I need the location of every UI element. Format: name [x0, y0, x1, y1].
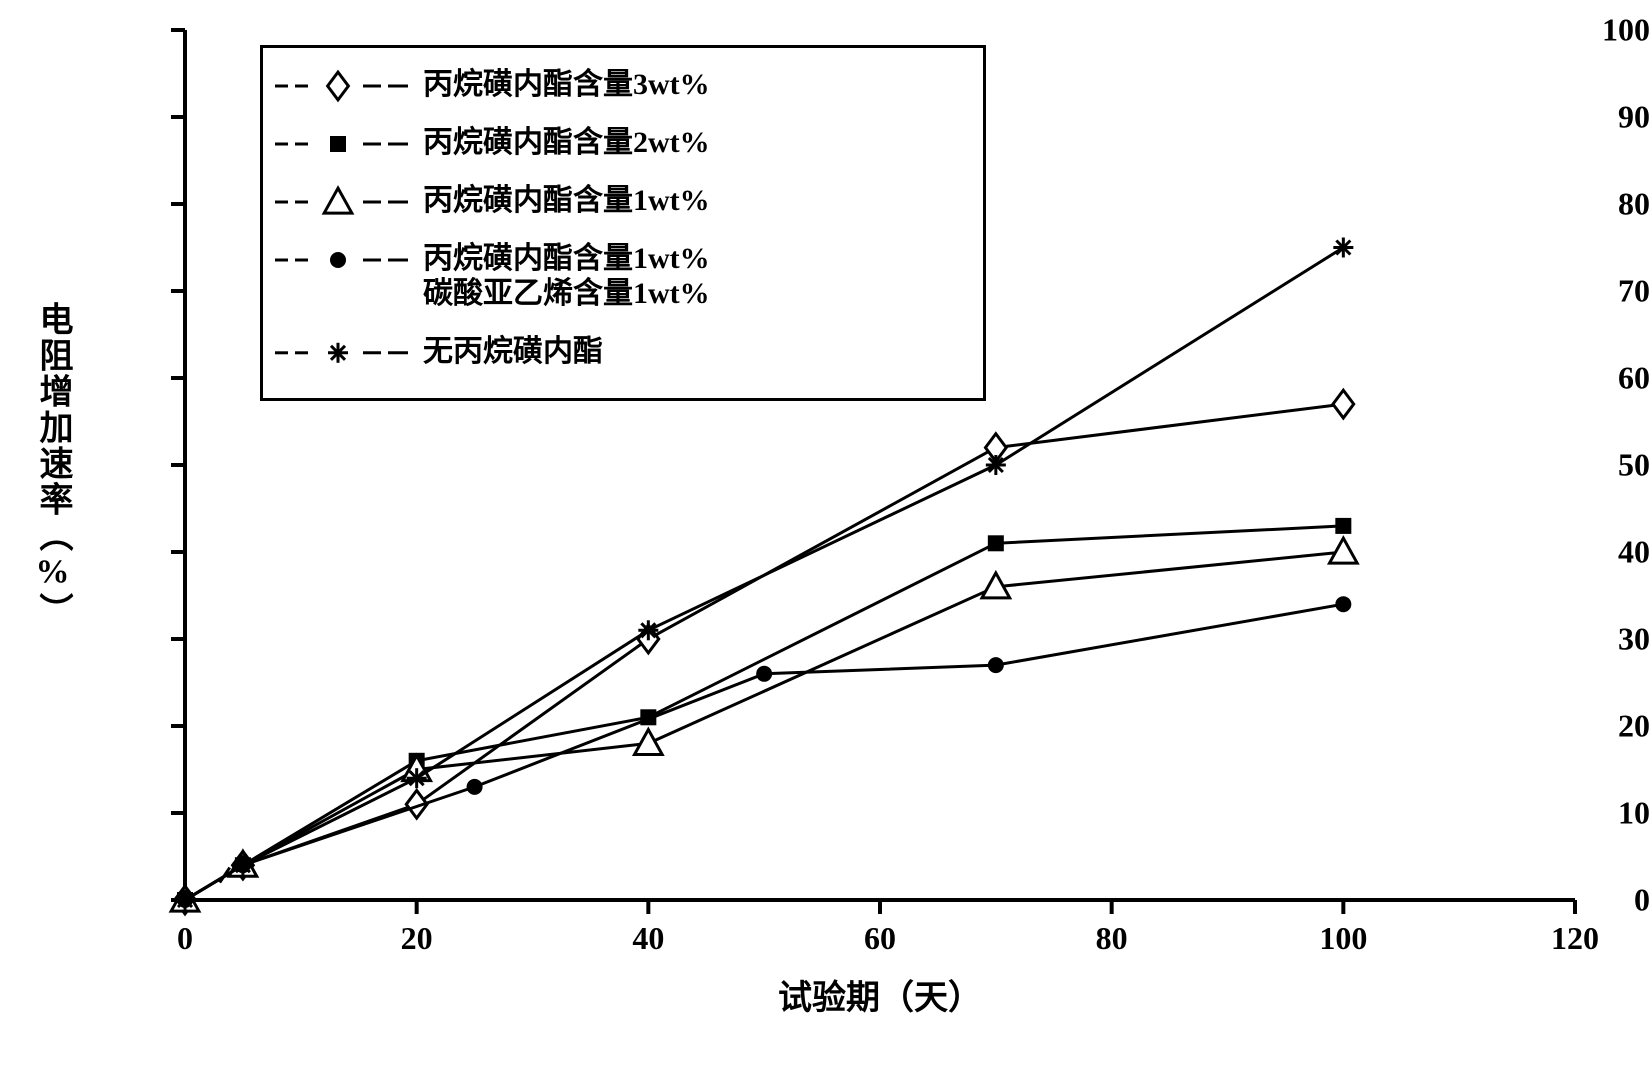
y-tick-label: 20 [1495, 708, 1650, 745]
y-tick-label: 90 [1495, 99, 1650, 136]
y-tick-label: 100 [1495, 12, 1650, 49]
y-tick-label: 80 [1495, 186, 1650, 223]
legend-label: 丙烷磺内酯含量1wt% [423, 184, 710, 219]
y-tick-label: 0 [1495, 882, 1650, 919]
chart-container: 0 10 20 30 40 50 60 70 80 90 100 0 20 40 60 80 100 120 电… [0, 0, 1650, 1065]
y-axis-title: 电阻增加速率（%） [28, 302, 77, 629]
legend-label: 丙烷磺内酯含量2wt% [423, 126, 710, 161]
x-tick-label: 120 [1551, 920, 1599, 957]
x-tick-label: 40 [632, 920, 664, 957]
x-axis-title: 试验期（天） [778, 970, 982, 1019]
y-tick-label: 70 [1495, 273, 1650, 310]
legend-label: 丙烷磺内酯含量3wt% [423, 68, 710, 103]
x-tick-label: 0 [177, 920, 193, 957]
legend-label: 无丙烷磺内酯 [423, 335, 603, 370]
y-tick-label: 10 [1495, 795, 1650, 832]
series-line-s3 [185, 552, 1343, 900]
legend: 丙烷磺内酯含量3wt% 丙烷磺内酯含量2wt% 丙烷磺内酯含量1wt% 丙烷磺内酯含量… [260, 45, 986, 401]
x-tick-label: 80 [1096, 920, 1128, 957]
series-line-s2 [185, 526, 1343, 900]
y-tick-label: 40 [1495, 534, 1650, 571]
x-tick-label: 20 [401, 920, 433, 957]
y-tick-label: 60 [1495, 360, 1650, 397]
legend-label: 丙烷磺内酯含量1wt% 碳酸亚乙烯含量1wt% [423, 242, 710, 311]
x-tick-label: 100 [1319, 920, 1367, 957]
series-line-s4 [185, 604, 1343, 900]
y-tick-label: 50 [1495, 447, 1650, 484]
y-tick-label: 30 [1495, 621, 1650, 658]
x-tick-label: 60 [864, 920, 896, 957]
